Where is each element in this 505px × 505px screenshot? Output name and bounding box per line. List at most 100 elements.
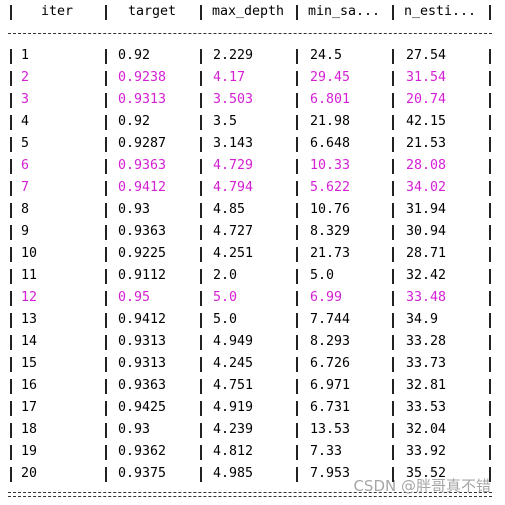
- column-separator: [296, 313, 298, 328]
- table-cell: 7.744: [310, 312, 351, 327]
- table-cell: 4.17: [213, 70, 246, 85]
- column-separator: [392, 291, 394, 306]
- column-separator: [10, 93, 12, 108]
- column-separator: [392, 335, 394, 350]
- table-cell: 0.9412: [118, 180, 167, 195]
- column-separator: [296, 357, 298, 372]
- header-rule: [8, 33, 492, 34]
- column-separator: [392, 115, 394, 130]
- table-cell: 13: [21, 312, 38, 327]
- header-cell: max_depth: [212, 4, 285, 19]
- table-cell: 10: [21, 246, 38, 261]
- table-cell: 20.74: [406, 92, 447, 107]
- column-separator: [489, 335, 491, 350]
- table-cell: 21.98: [310, 114, 351, 129]
- column-separator: [489, 137, 491, 152]
- table-cell: 4.245: [213, 356, 254, 371]
- table-cell: 7.33: [310, 444, 343, 459]
- table-cell: 8: [21, 202, 30, 217]
- column-separator: [489, 115, 491, 130]
- column-separator: [105, 335, 107, 350]
- column-separator: [200, 445, 202, 460]
- table-cell: 4.85: [213, 202, 246, 217]
- column-separator: [105, 93, 107, 108]
- table-cell: 34.02: [406, 180, 447, 195]
- table-cell: 0.93: [118, 202, 151, 217]
- column-separator: [392, 423, 394, 438]
- column-separator: [489, 159, 491, 174]
- table-cell: 4.812: [213, 444, 254, 459]
- table-cell: 6.971: [310, 378, 351, 393]
- column-separator: [105, 137, 107, 152]
- table-cell: 0.9112: [118, 268, 167, 283]
- table-cell: 2.0: [213, 268, 238, 283]
- column-separator: [10, 379, 12, 394]
- column-separator: [200, 181, 202, 196]
- column-separator: [296, 49, 298, 64]
- column-separator: [200, 5, 202, 20]
- table-cell: 4.729: [213, 158, 254, 173]
- column-separator: [296, 225, 298, 240]
- table-cell: 5.0: [213, 290, 238, 305]
- column-separator: [200, 49, 202, 64]
- column-separator: [200, 225, 202, 240]
- column-separator: [200, 269, 202, 284]
- column-separator: [489, 5, 491, 20]
- table-cell: 28.71: [406, 246, 447, 261]
- column-separator: [489, 49, 491, 64]
- column-separator: [200, 291, 202, 306]
- column-separator: [105, 357, 107, 372]
- column-separator: [489, 467, 491, 482]
- column-separator: [105, 379, 107, 394]
- column-separator: [105, 5, 107, 20]
- table-cell: 3.5: [213, 114, 238, 129]
- table-cell: 33.28: [406, 334, 447, 349]
- column-separator: [392, 357, 394, 372]
- table-cell: 4: [21, 114, 30, 129]
- column-separator: [10, 357, 12, 372]
- column-separator: [392, 247, 394, 262]
- column-separator: [10, 401, 12, 416]
- column-separator: [296, 93, 298, 108]
- table-cell: 35.52: [406, 466, 447, 481]
- table-cell: 4.239: [213, 422, 254, 437]
- column-separator: [200, 93, 202, 108]
- column-separator: [105, 225, 107, 240]
- table-cell: 21.53: [406, 136, 447, 151]
- column-separator: [105, 203, 107, 218]
- table-cell: 13.53: [310, 422, 351, 437]
- column-separator: [489, 181, 491, 196]
- table-cell: 3.143: [213, 136, 254, 151]
- table-cell: 11: [21, 268, 38, 283]
- column-separator: [296, 401, 298, 416]
- table-cell: 4.251: [213, 246, 254, 261]
- table-cell: 8.293: [310, 334, 351, 349]
- table-cell: 18: [21, 422, 38, 437]
- column-separator: [200, 379, 202, 394]
- table-cell: 4.949: [213, 334, 254, 349]
- table-cell: 20: [21, 466, 38, 481]
- column-separator: [296, 137, 298, 152]
- table-cell: 31.54: [406, 70, 447, 85]
- table-cell: 33.53: [406, 400, 447, 415]
- column-separator: [10, 181, 12, 196]
- column-separator: [392, 159, 394, 174]
- column-separator: [392, 93, 394, 108]
- column-separator: [489, 423, 491, 438]
- table-cell: 0.9225: [118, 246, 167, 261]
- column-separator: [10, 423, 12, 438]
- table-cell: 12: [21, 290, 38, 305]
- table-cell: 24.5: [310, 48, 343, 63]
- table-cell: 6.731: [310, 400, 351, 415]
- column-separator: [296, 269, 298, 284]
- table-cell: 34.9: [406, 312, 439, 327]
- column-separator: [105, 269, 107, 284]
- column-separator: [296, 181, 298, 196]
- column-separator: [489, 203, 491, 218]
- column-separator: [105, 115, 107, 130]
- header-cell: iter: [41, 4, 74, 19]
- column-separator: [392, 467, 394, 482]
- column-separator: [296, 291, 298, 306]
- table-cell: 7.953: [310, 466, 351, 481]
- column-separator: [200, 203, 202, 218]
